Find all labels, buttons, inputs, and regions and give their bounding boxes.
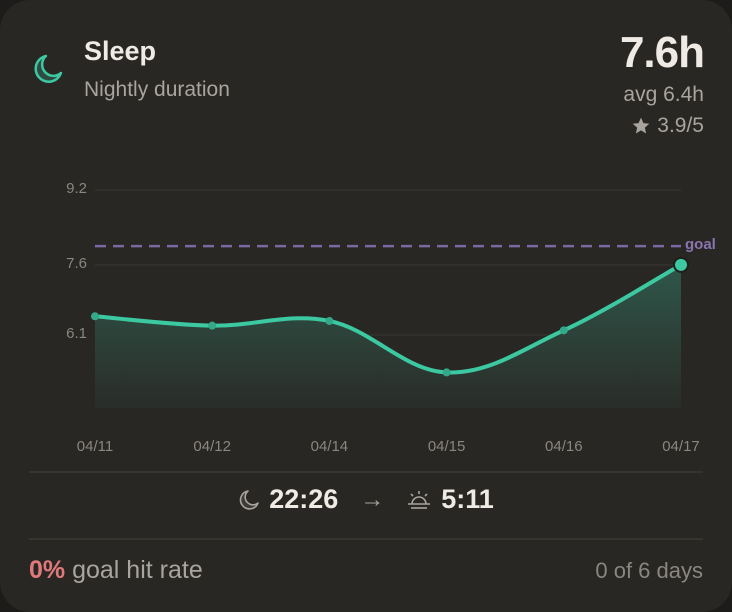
divider <box>29 471 703 473</box>
data-point[interactable] <box>559 326 568 335</box>
y-tick-label: 9.2 <box>66 180 87 197</box>
card-subtitle: Nightly duration <box>84 78 230 101</box>
average-value: avg 6.4h <box>623 83 704 106</box>
data-point[interactable] <box>325 316 334 325</box>
wake-time: 5:11 <box>441 484 494 514</box>
bedtime: 22:26 <box>269 484 339 514</box>
x-tick-label: 04/12 <box>193 438 231 455</box>
data-point[interactable] <box>208 321 217 330</box>
hit-rate-percent: 0% <box>29 556 66 584</box>
x-tick-label: 04/11 <box>76 438 114 455</box>
data-line <box>93 262 683 375</box>
star-icon <box>632 117 650 134</box>
goal-label: goal <box>685 236 716 253</box>
data-point[interactable] <box>91 312 99 321</box>
data-point[interactable] <box>673 256 689 273</box>
area-fill <box>95 264 681 408</box>
x-tick-label: 04/17 <box>662 438 700 455</box>
x-tick-label: 04/16 <box>545 438 583 455</box>
rating: 3.9/5 <box>631 114 704 138</box>
hit-rate-label: goal hit rate <box>72 556 203 584</box>
sunrise-icon <box>408 490 431 509</box>
chart-plot <box>91 189 689 408</box>
data-point[interactable] <box>442 368 451 377</box>
y-tick-label: 7.6 <box>66 254 87 272</box>
current-value: 7.6h <box>619 28 705 77</box>
days-count: 0 of 6 days <box>595 558 703 583</box>
divider <box>29 538 703 540</box>
x-tick-label: 04/14 <box>310 438 349 455</box>
card-title: Sleep <box>84 36 157 66</box>
y-tick-label: 6.1 <box>66 325 87 342</box>
goal-hit-rate: 0% goal hit rate <box>29 556 203 585</box>
bedtime-moon-icon <box>239 489 259 510</box>
sleep-chart: 9.2 7.6 6.1 04/11 04/12 04/14 04/15 04/16 04/17… <box>0 170 732 470</box>
x-tick-label: 04/15 <box>427 438 466 455</box>
sleep-schedule: 22:26 → 5:11 <box>0 484 732 515</box>
rating-value: 3.9/5 <box>657 114 704 137</box>
arrow-icon: → <box>360 485 385 513</box>
moon-icon <box>34 54 63 83</box>
